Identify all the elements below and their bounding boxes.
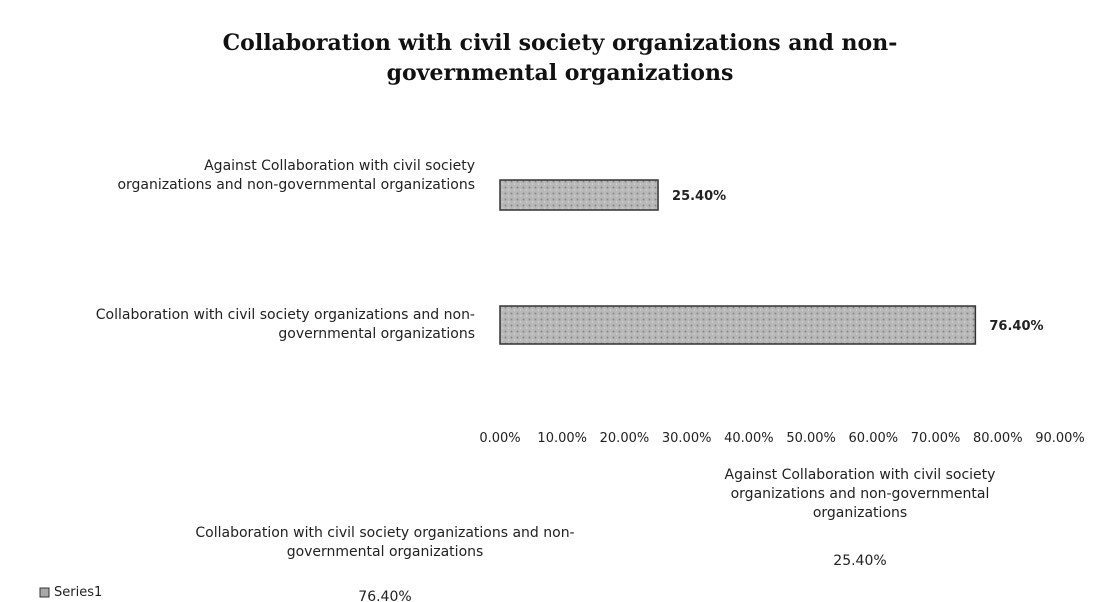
bar <box>499 179 659 211</box>
x-tick-label: 90.00% <box>1035 431 1085 446</box>
table-value: 76.40% <box>358 589 412 602</box>
x-tick-label: 50.00% <box>786 431 836 446</box>
table-value: 25.40% <box>833 553 887 569</box>
x-tick-label: 60.00% <box>849 431 899 446</box>
x-tick-label: 0.00% <box>479 431 520 446</box>
x-tick-label: 80.00% <box>973 431 1023 446</box>
x-tick-label: 30.00% <box>662 431 712 446</box>
legend-label: Series1 <box>54 585 103 600</box>
x-tick-label: 10.00% <box>537 431 587 446</box>
chart-title: Collaboration with civil society organiz… <box>222 30 898 86</box>
table-category: Collaboration with civil society organiz… <box>195 525 575 560</box>
data-label: 76.40% <box>989 319 1043 334</box>
bar <box>499 305 977 345</box>
x-tick-label: 40.00% <box>724 431 774 446</box>
y-tick-label: Collaboration with civil society organiz… <box>95 307 475 342</box>
y-tick-label: Against Collaboration with civil society… <box>117 158 475 193</box>
legend-swatch <box>39 587 50 598</box>
table-category: Against Collaboration with civil society… <box>724 467 996 521</box>
x-tick-label: 20.00% <box>600 431 650 446</box>
data-label: 25.40% <box>672 189 726 204</box>
x-tick-label: 70.00% <box>911 431 961 446</box>
